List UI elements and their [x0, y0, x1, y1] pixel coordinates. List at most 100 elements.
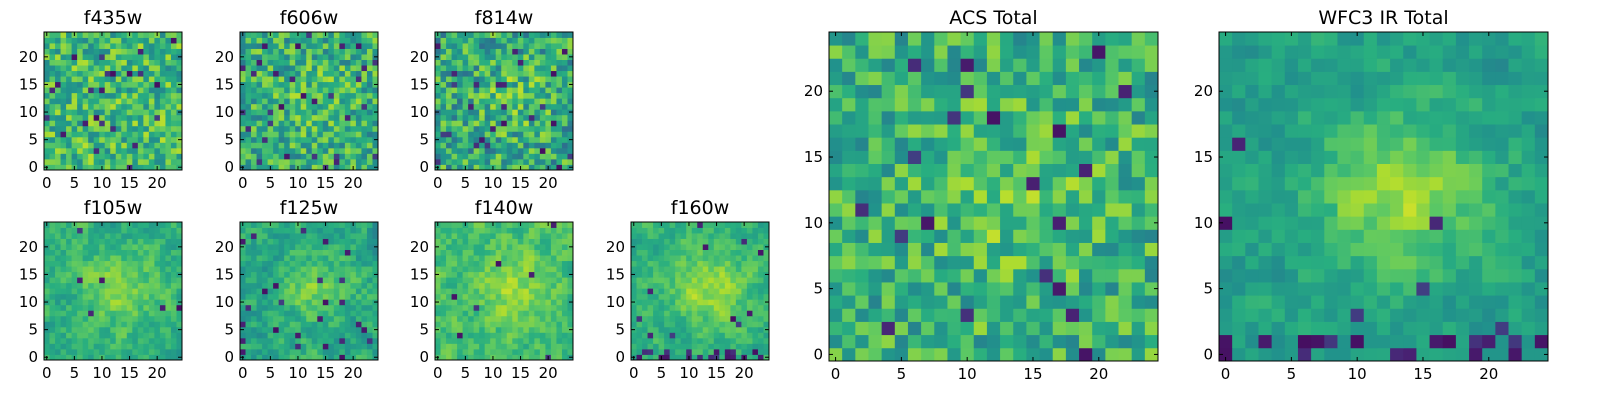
heatmap-cell: [311, 98, 318, 105]
heatmap-cell: [355, 37, 362, 44]
heatmap-cell: [251, 249, 257, 256]
heatmap-cell: [311, 233, 318, 239]
heatmap-cell: [60, 222, 67, 228]
heatmap-cell: [636, 271, 643, 278]
heatmap-cell: [829, 268, 843, 283]
heatmap-cell: [868, 347, 883, 362]
heatmap-cell: [60, 98, 67, 105]
heatmap-cell: [148, 260, 155, 267]
heatmap-cell: [176, 70, 183, 77]
heatmap-cell: [245, 277, 252, 284]
heatmap-cell: [278, 70, 285, 77]
heatmap-cell: [71, 142, 78, 149]
heatmap-cell: [561, 120, 568, 127]
heatmap-cell: [451, 81, 458, 88]
heatmap-cell: [757, 354, 764, 361]
heatmap-cell: [495, 304, 502, 311]
heatmap-cell: [741, 326, 748, 333]
heatmap-cell: [545, 48, 552, 55]
heatmap-cell: [355, 32, 362, 38]
heatmap-cell: [724, 348, 731, 355]
heatmap-cell: [66, 131, 72, 138]
heatmap-cell: [763, 321, 770, 328]
heatmap-cell: [93, 103, 100, 110]
heatmap-cell: [55, 343, 61, 350]
heatmap-cell: [686, 266, 693, 273]
heatmap-cell: [137, 37, 144, 44]
heatmap-cell: [947, 282, 961, 296]
heatmap-cell: [550, 125, 557, 132]
heatmap-cell: [132, 164, 139, 171]
heatmap-cell: [495, 59, 502, 66]
heatmap-cell: [317, 266, 324, 273]
heatmap-cell: [344, 54, 351, 60]
heatmap-cell: [636, 332, 643, 339]
y-tick-label: 15: [606, 265, 625, 283]
heatmap-cell: [495, 222, 502, 228]
heatmap-cell: [60, 142, 67, 149]
heatmap-cell: [295, 233, 302, 239]
heatmap-cell: [306, 92, 313, 99]
heatmap-cell: [355, 249, 362, 256]
heatmap-cell: [322, 81, 329, 88]
heatmap-cell: [545, 37, 552, 44]
heatmap-cell: [328, 249, 335, 256]
heatmap-cell: [545, 299, 552, 306]
heatmap-cell: [240, 266, 246, 273]
heatmap-cell: [534, 233, 541, 239]
heatmap-cell: [446, 125, 452, 132]
heatmap-cell: [947, 216, 961, 230]
heatmap-cell: [251, 227, 257, 234]
heatmap-cell: [328, 288, 335, 295]
heatmap-cell: [708, 277, 715, 284]
heatmap-cell: [121, 114, 128, 121]
heatmap-cell: [317, 131, 324, 138]
heatmap-cell: [636, 299, 643, 306]
heatmap-cell: [99, 37, 106, 44]
heatmap-cell: [528, 131, 535, 138]
heatmap-cell: [680, 266, 687, 273]
heatmap-cell: [653, 249, 659, 256]
heatmap-cell: [333, 136, 340, 143]
heatmap-cell: [355, 43, 362, 49]
heatmap-cell: [176, 142, 183, 149]
heatmap-cell: [278, 255, 285, 262]
heatmap-cell: [697, 299, 704, 306]
heatmap-cell: [350, 98, 357, 105]
heatmap-cell: [501, 332, 508, 339]
heatmap-cell: [719, 304, 726, 311]
heatmap-cell: [284, 114, 291, 121]
heatmap-cell: [484, 147, 491, 154]
heatmap-cell: [49, 266, 56, 273]
heatmap-cell: [55, 282, 61, 289]
heatmap-cell: [539, 98, 546, 105]
heatmap-cell: [462, 326, 469, 333]
heatmap-cell: [339, 321, 346, 328]
heatmap-cell: [355, 131, 362, 138]
heatmap-cell: [473, 43, 480, 49]
heatmap-cell: [165, 266, 172, 273]
heatmap-cell: [730, 227, 737, 234]
heatmap-cell: [262, 271, 268, 278]
heatmap-cell: [501, 343, 508, 350]
heatmap-cell: [322, 332, 329, 339]
heatmap-cell: [278, 288, 285, 295]
heatmap-cell: [295, 244, 302, 250]
heatmap-cell: [82, 288, 89, 295]
heatmap-cell: [251, 43, 257, 49]
heatmap-cell: [556, 147, 563, 154]
heatmap-cell: [1118, 308, 1133, 322]
heatmap-cell: [713, 260, 720, 267]
heatmap-cell: [55, 37, 61, 44]
heatmap-cell: [1013, 176, 1027, 191]
heatmap-cell: [550, 153, 557, 160]
heatmap-cell: [746, 315, 753, 322]
heatmap-cell: [344, 48, 351, 55]
heatmap-cell: [49, 43, 56, 49]
heatmap-cell: [446, 332, 452, 339]
heatmap-cell: [528, 326, 535, 333]
heatmap-cell: [440, 59, 447, 66]
heatmap-cell: [77, 255, 84, 262]
heatmap-cell: [550, 315, 557, 322]
